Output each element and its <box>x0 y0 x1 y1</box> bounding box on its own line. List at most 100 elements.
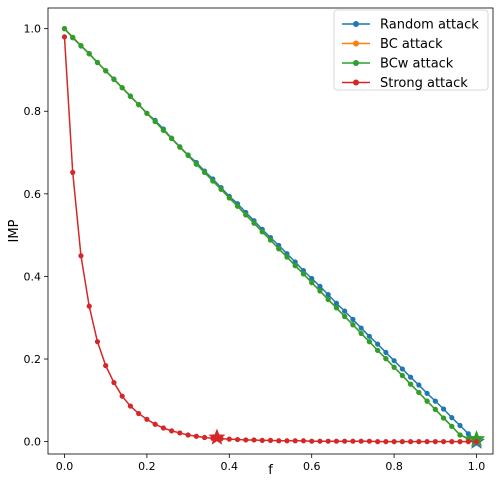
data-point-strong <box>61 34 68 40</box>
data-point-strong <box>177 430 183 436</box>
data-point-strong <box>152 421 158 427</box>
data-point-strong <box>136 410 142 417</box>
data-point-bcw <box>210 178 216 184</box>
data-point-strong <box>432 439 438 445</box>
data-point-strong <box>350 438 356 444</box>
data-point-bcw <box>78 42 84 49</box>
x-tick-label: 0.8 <box>385 460 403 473</box>
data-point-strong <box>226 436 232 442</box>
data-point-strong <box>267 437 274 443</box>
y-tick-label: 0.4 <box>24 270 42 283</box>
data-point-strong <box>309 438 315 444</box>
legend-label-bcw: BCw attack <box>380 57 454 72</box>
data-point-bcw <box>201 169 208 175</box>
legend-marker-bc <box>353 40 359 47</box>
data-point-random <box>449 415 455 421</box>
data-point-strong <box>457 439 463 445</box>
data-point-bcw <box>391 364 397 370</box>
data-point-random <box>350 316 356 322</box>
data-point-bcw <box>276 246 282 252</box>
legend-label-bc: BC attack <box>380 37 443 52</box>
data-point-random <box>333 300 340 306</box>
data-point-bcw <box>317 288 323 294</box>
x-tick-label: 0.4 <box>221 460 239 473</box>
x-tick-label: 0.0 <box>56 460 74 473</box>
data-point-strong <box>276 438 282 444</box>
data-point-bcw <box>119 85 125 91</box>
data-point-bcw <box>309 280 315 286</box>
plot-area <box>61 26 486 449</box>
legend: Random attack BC attack BCw attack Stron… <box>333 9 489 91</box>
data-point-random <box>399 366 405 372</box>
legend-marker-bcw <box>353 60 359 66</box>
data-point-strong <box>292 438 298 444</box>
data-point-bcw <box>284 254 290 260</box>
data-point-bcw <box>325 296 331 303</box>
data-point-bcw <box>399 372 405 379</box>
ticks: 0.0 0.2 0.4 0.6 0.8 1.0 0.0 0.2 0.4 0.6 0.8 1.0 <box>24 23 486 473</box>
data-point-strong <box>333 438 340 444</box>
data-point-bcw <box>416 389 422 396</box>
data-point-bcw <box>300 271 307 277</box>
data-point-strong <box>300 438 307 444</box>
data-point-bcw <box>61 26 68 32</box>
legend-label-strong: Strong attack <box>380 76 468 91</box>
data-point-bcw <box>243 212 249 218</box>
data-point-bcw <box>127 93 134 99</box>
data-point-bcw <box>366 339 372 345</box>
data-point-strong <box>465 439 471 445</box>
data-point-strong <box>342 438 348 444</box>
data-point-bcw <box>251 220 257 226</box>
data-point-random <box>309 275 315 282</box>
data-point-random <box>391 358 397 364</box>
x-axis-label: f <box>268 463 273 478</box>
data-point-strong <box>78 253 84 259</box>
data-point-strong <box>325 438 331 444</box>
data-point-bcw <box>234 203 241 209</box>
data-point-bcw <box>193 161 199 167</box>
data-point-random <box>407 374 414 380</box>
data-point-bcw <box>440 415 447 421</box>
data-point-strong <box>383 439 389 445</box>
series-strong <box>61 34 480 445</box>
data-point-strong <box>251 437 257 443</box>
data-point-strong <box>366 438 372 444</box>
data-point-bcw <box>169 135 175 142</box>
data-point-bcw <box>375 347 381 353</box>
x-tick-label: 1.0 <box>468 460 486 473</box>
data-point-bcw <box>177 144 183 150</box>
data-point-strong <box>127 403 134 409</box>
data-point-bcw <box>350 322 356 328</box>
data-point-bcw <box>407 381 414 387</box>
data-point-strong <box>259 437 265 443</box>
data-point-strong <box>119 393 125 399</box>
data-point-strong <box>234 436 241 443</box>
data-point-bcw <box>160 127 166 133</box>
data-point-strong <box>416 439 422 445</box>
data-point-strong <box>473 439 480 445</box>
data-point-random <box>457 422 463 429</box>
data-point-bcw <box>424 398 430 404</box>
data-point-bcw <box>111 76 117 83</box>
data-point-strong <box>169 428 175 434</box>
data-point-strong <box>70 169 76 175</box>
y-axis-label: IMP <box>7 219 22 242</box>
data-point-bcw <box>144 110 150 116</box>
data-point-bcw <box>259 229 265 235</box>
data-point-bcw <box>292 263 298 269</box>
data-point-random <box>440 406 447 412</box>
data-point-strong <box>375 439 381 445</box>
data-point-random <box>317 283 323 289</box>
y-tick-label: 0.0 <box>24 436 42 449</box>
data-point-random <box>383 349 389 356</box>
data-point-bcw <box>103 68 109 74</box>
data-point-strong <box>284 438 290 444</box>
data-point-random <box>366 333 372 339</box>
data-point-bcw <box>226 195 232 201</box>
data-point-bcw <box>358 330 364 337</box>
data-point-strong <box>243 437 249 443</box>
data-point-bcw <box>342 313 348 320</box>
data-point-strong <box>193 433 199 439</box>
data-point-strong <box>201 434 208 441</box>
